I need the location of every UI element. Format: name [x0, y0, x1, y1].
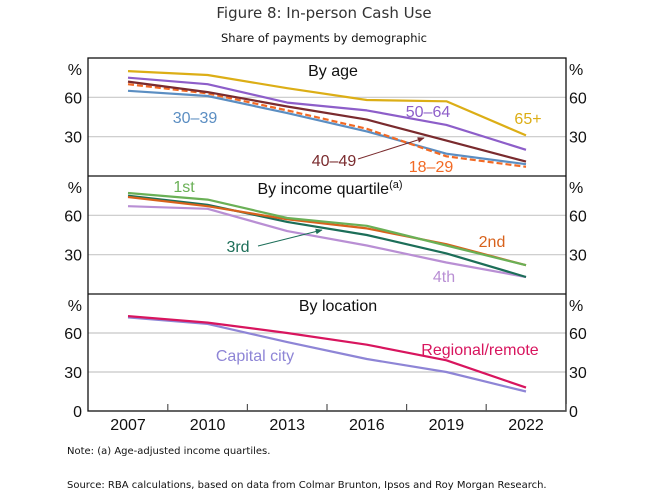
series-label: 40–49	[312, 153, 357, 170]
series-label: 50–64	[406, 104, 451, 121]
y-tick-label-left: 60	[64, 326, 82, 343]
y-tick-label-right: 60	[569, 326, 587, 343]
series-line-40-49	[127, 80, 527, 163]
series-line-30-39	[127, 89, 527, 166]
y-tick-label-right: 60	[569, 90, 587, 107]
y-tick-label-right: 30	[569, 130, 587, 147]
y-tick-label-right: 60	[569, 208, 587, 225]
panel-title: By income quartile(a)	[257, 179, 402, 198]
y-tick-label-left: 0	[73, 404, 82, 421]
footnote: Note: (a) Age-adjusted income quartiles.	[67, 446, 271, 457]
chart-subtitle: Share of payments by demographic	[220, 31, 427, 45]
panel-title-text: By location	[299, 298, 377, 315]
series-line-65-	[127, 70, 527, 137]
x-tick-label: 2010	[190, 417, 226, 434]
y-unit-label-right: %	[569, 62, 583, 79]
y-tick-label-right: 30	[569, 365, 587, 382]
series-line-4th	[127, 205, 527, 279]
panel-title: By age	[308, 63, 358, 80]
series-line-3rd	[127, 194, 527, 279]
series-label: 65+	[514, 111, 541, 128]
y-tick-label-left: 30	[64, 248, 82, 265]
series-label: 4th	[433, 269, 455, 286]
series-line-50-64	[127, 76, 527, 151]
panel-title: By location	[299, 298, 377, 315]
y-unit-label-left: %	[68, 298, 82, 315]
x-tick-label: 2022	[508, 417, 544, 434]
source-note: Source: RBA calculations, based on data …	[67, 480, 547, 491]
y-tick-label-left: 60	[64, 208, 82, 225]
series-line-capital-city	[127, 316, 527, 393]
series-line-1st	[127, 191, 527, 267]
annotation-arrow-3rd	[257, 228, 323, 247]
x-tick-label: 2016	[349, 417, 385, 434]
panel-title-superscript: (a)	[389, 179, 402, 191]
y-tick-label-right: 0	[569, 404, 578, 421]
x-tick-label: 2013	[269, 417, 305, 434]
x-tick-label: 2007	[110, 417, 146, 434]
x-tick-label: 2019	[429, 417, 465, 434]
y-unit-label-left: %	[68, 180, 82, 197]
chart-area: 30 30 60 60% % By age 30–39 18–29 40–49 50–64 65+ 3…	[64, 57, 587, 434]
series-line-18-29	[127, 83, 527, 168]
y-tick-label-right: 30	[569, 248, 587, 265]
panel-title-text: By age	[308, 63, 358, 80]
series-line-regional-remote	[127, 315, 527, 389]
series-label: 3rd	[226, 239, 249, 256]
y-tick-label-left: 30	[64, 365, 82, 382]
series-label: Capital city	[216, 348, 294, 365]
panel-title-text: By income quartile	[257, 181, 389, 198]
y-unit-label-right: %	[569, 180, 583, 197]
y-unit-label-left: %	[68, 62, 82, 79]
series-label: 1st	[173, 179, 195, 196]
series-label: Regional/remote	[421, 342, 539, 359]
y-tick-label-left: 60	[64, 90, 82, 107]
series-label: 18–29	[409, 159, 454, 176]
annotation-arrow-40-49	[357, 137, 425, 160]
y-tick-label-left: 30	[64, 130, 82, 147]
series-label: 30–39	[173, 110, 218, 127]
y-unit-label-right: %	[569, 298, 583, 315]
series-label: 2nd	[479, 234, 506, 251]
chart-title: Figure 8: In-person Cash Use	[216, 4, 432, 22]
